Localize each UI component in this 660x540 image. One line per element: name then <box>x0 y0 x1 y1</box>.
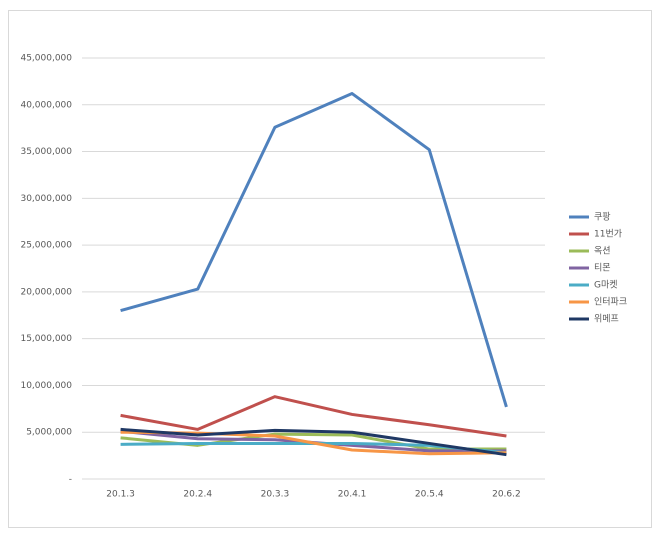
y-tick-label: - <box>69 475 72 485</box>
y-tick-label: 45,000,000 <box>20 54 72 64</box>
y-tick-label: 25,000,000 <box>20 241 72 251</box>
y-tick-label: 35,000,000 <box>20 147 72 157</box>
legend-label: 인터파크 <box>594 297 627 308</box>
legend-label: 위메프 <box>594 314 619 325</box>
legend-label: 쿠팡 <box>594 212 611 223</box>
x-tick-label: 20.1.3 <box>106 490 135 500</box>
legend-label: 11번가 <box>594 229 622 240</box>
chart-frame <box>8 10 652 528</box>
x-tick-label: 20.6.2 <box>492 490 521 500</box>
y-tick-label: 20,000,000 <box>20 287 72 297</box>
x-tick-label: 20.2.4 <box>183 490 212 500</box>
series-line <box>120 427 507 457</box>
legend-label: 옥션 <box>594 246 611 257</box>
y-tick-label: 40,000,000 <box>20 100 72 110</box>
series-line <box>120 92 508 408</box>
x-tick-label: 20.4.1 <box>338 490 367 500</box>
legend-label: 티몬 <box>594 263 611 274</box>
y-tick-label: 5,000,000 <box>26 428 72 438</box>
x-tick-label: 20.5.4 <box>415 490 444 500</box>
y-tick-label: 10,000,000 <box>20 381 72 391</box>
x-tick-label: 20.3.3 <box>261 490 290 500</box>
y-tick-label: 15,000,000 <box>20 334 72 344</box>
legend-label: G마켓 <box>594 280 618 291</box>
series-line <box>120 395 507 438</box>
y-tick-label: 30,000,000 <box>20 194 72 204</box>
